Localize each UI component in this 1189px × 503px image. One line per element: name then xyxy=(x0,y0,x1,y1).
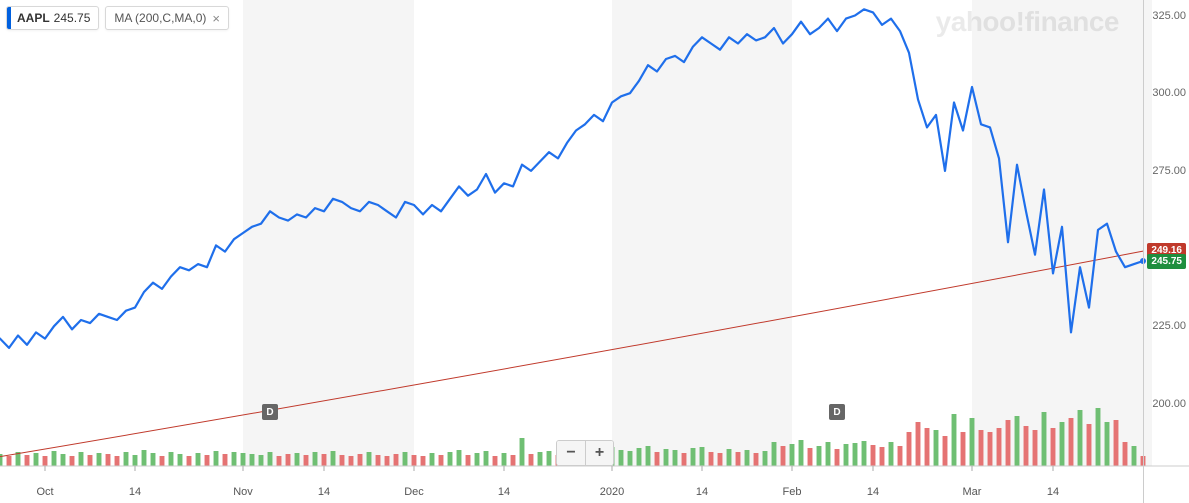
ticker-pill[interactable]: AAPL 245.75 xyxy=(6,6,99,30)
x-tick-label: Feb xyxy=(783,486,802,498)
x-tick-label: Mar xyxy=(963,486,982,498)
x-tick-label: Dec xyxy=(404,486,424,498)
x-tick-label: 2020 xyxy=(600,486,624,498)
x-tick-label: 14 xyxy=(1047,486,1059,498)
price-chart[interactable] xyxy=(0,0,1189,503)
x-tick-label: 14 xyxy=(129,486,141,498)
y-tick-label: 325.00 xyxy=(1152,10,1186,22)
watermark: yahoo!finance xyxy=(936,6,1119,38)
dividend-marker[interactable]: D xyxy=(829,404,845,420)
ticker-symbol: AAPL xyxy=(17,11,50,25)
y-tick-label: 300.00 xyxy=(1152,87,1186,99)
indicator-label: MA (200,C,MA,0) xyxy=(106,11,206,25)
x-tick-label: Oct xyxy=(36,486,53,498)
x-tick-label: 14 xyxy=(867,486,879,498)
yaxis-divider xyxy=(1143,0,1144,503)
dividend-marker[interactable]: D xyxy=(262,404,278,420)
zoom-control: − + xyxy=(556,440,614,466)
ticker-stripe xyxy=(7,7,11,29)
price-flag: 245.75 xyxy=(1147,254,1186,269)
y-tick-label: 200.00 xyxy=(1152,398,1186,410)
zoom-in-button[interactable]: + xyxy=(585,441,613,465)
x-tick-label: 14 xyxy=(696,486,708,498)
indicator-pill[interactable]: MA (200,C,MA,0) × xyxy=(105,6,229,30)
x-tick-label: 14 xyxy=(318,486,330,498)
y-tick-label: 225.00 xyxy=(1152,320,1186,332)
x-tick-label: Nov xyxy=(233,486,253,498)
zoom-out-button[interactable]: − xyxy=(557,441,585,465)
y-tick-label: 275.00 xyxy=(1152,165,1186,177)
ticker-value: 245.75 xyxy=(54,11,91,25)
close-icon[interactable]: × xyxy=(212,12,220,25)
x-tick-label: 14 xyxy=(498,486,510,498)
